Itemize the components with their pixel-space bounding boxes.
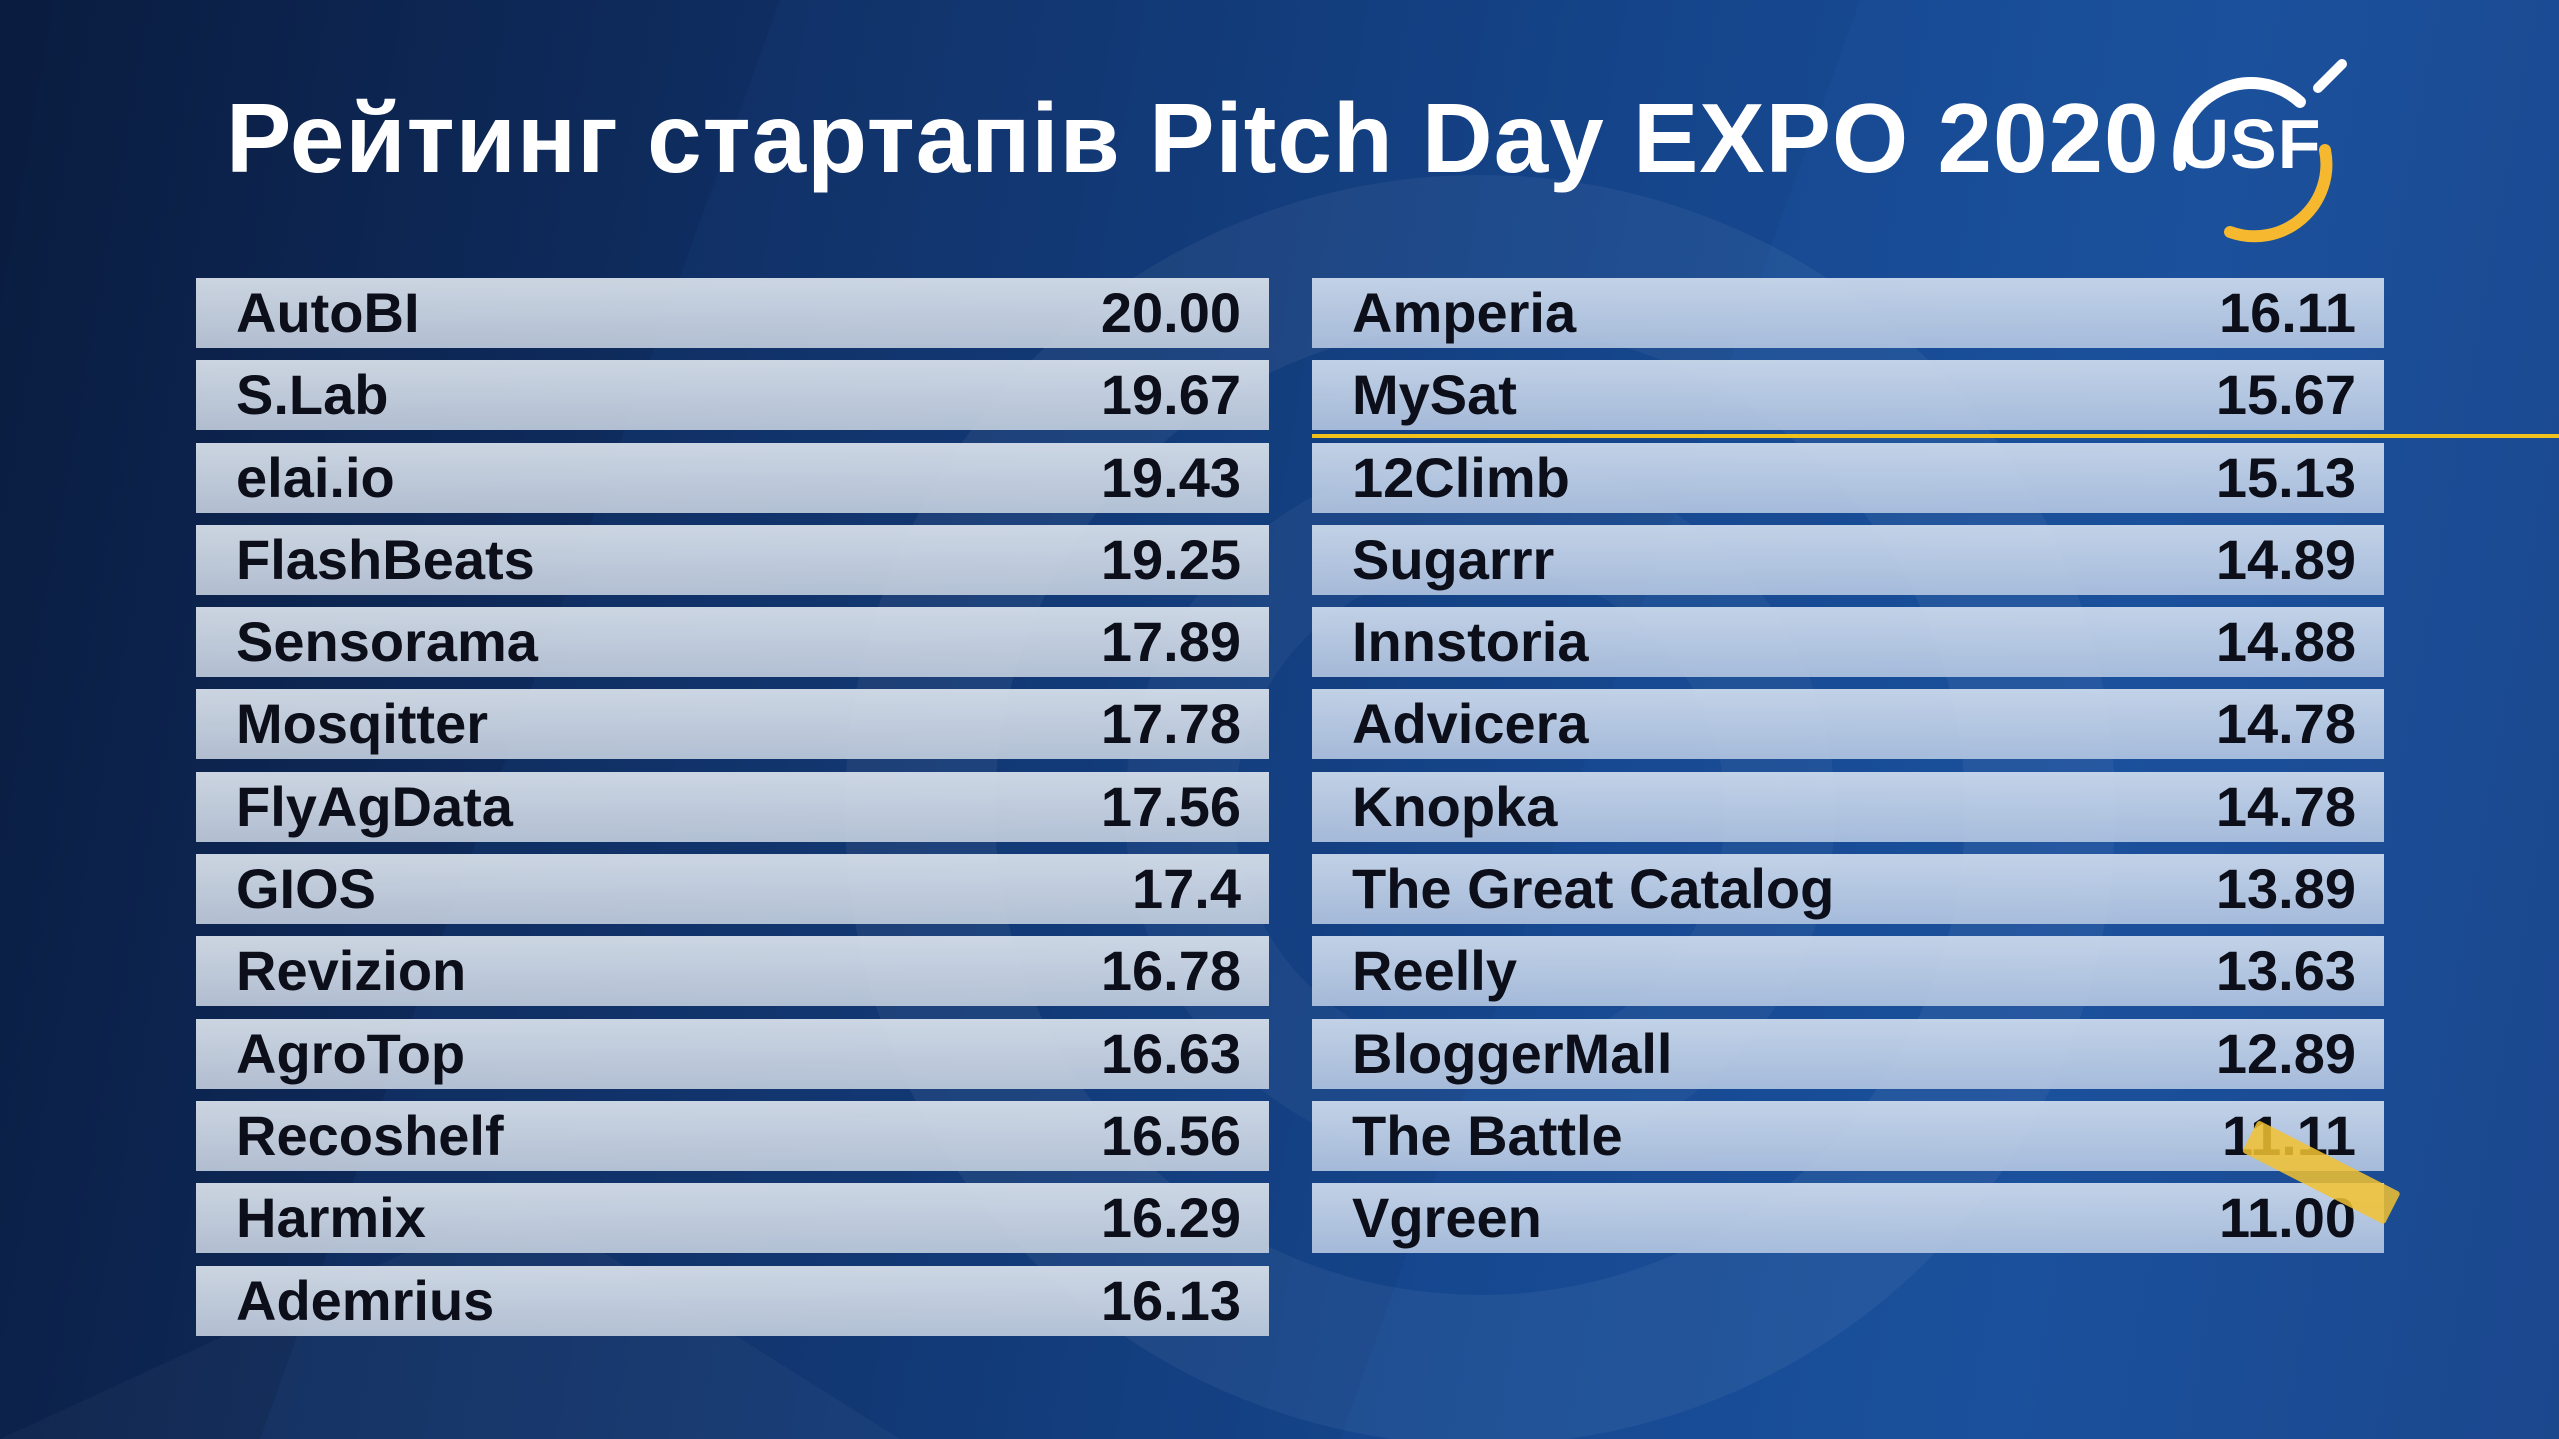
startup-score: 14.88 bbox=[2215, 610, 2356, 674]
startup-name: Advicera bbox=[1352, 692, 1589, 756]
ranking-row: FlashBeats 19.25 bbox=[196, 524, 1269, 595]
startup-name: elai.io bbox=[236, 445, 395, 509]
startup-score: 17.56 bbox=[1100, 774, 1241, 838]
startup-name: Knopka bbox=[1352, 774, 1558, 838]
startup-score: 17.89 bbox=[1100, 610, 1241, 674]
ranking-row: Advicera 14.78 bbox=[1312, 689, 2384, 760]
startup-name: AutoBI bbox=[236, 281, 420, 344]
startup-name: BloggerMall bbox=[1352, 1021, 1673, 1085]
page-title: Рейтинг стартапів Pitch Day EXPO 2020 bbox=[226, 83, 2160, 193]
ranking-row: Sensorama 17.89 bbox=[196, 607, 1269, 678]
startup-score: 19.67 bbox=[1100, 363, 1241, 427]
startup-score: 17.4 bbox=[1132, 857, 1241, 921]
startup-name: 12Climb bbox=[1352, 445, 1570, 509]
startup-name: GIOS bbox=[236, 857, 377, 921]
startup-score: 17.78 bbox=[1100, 692, 1241, 756]
startup-score: 20.00 bbox=[1100, 281, 1241, 344]
startup-score: 14.78 bbox=[2215, 692, 2356, 756]
startup-score: 19.25 bbox=[1100, 527, 1241, 591]
startup-name: The Battle bbox=[1352, 1103, 1623, 1167]
usf-logo: USF bbox=[2140, 40, 2360, 260]
startup-name: Mosqitter bbox=[236, 692, 488, 756]
ranking-row: The Great Catalog 13.89 bbox=[1312, 854, 2384, 925]
startup-score: 16.13 bbox=[1100, 1268, 1241, 1332]
startup-score: 16.63 bbox=[1100, 1021, 1241, 1085]
startup-score: 14.78 bbox=[2215, 774, 2356, 838]
logo-text: USF bbox=[2178, 105, 2322, 183]
startup-name: Revizion bbox=[236, 939, 467, 1003]
ranking-row: Reelly 13.63 bbox=[1312, 936, 2384, 1007]
ranking-row: Ademrius 16.13 bbox=[196, 1265, 1269, 1336]
ranking-row: Sugarrr 14.89 bbox=[1312, 524, 2384, 595]
startup-score: 14.89 bbox=[2215, 527, 2356, 591]
ranking-right-column: Amperia 16.11 MySat 15.67 12Climb 15.13 Sugarr… bbox=[1312, 278, 2384, 1266]
logo-ring-icon bbox=[2173, 59, 2347, 243]
ranking-row: Revizion 16.78 bbox=[196, 936, 1269, 1007]
ranking-row: elai.io 19.43 bbox=[196, 442, 1269, 513]
ranking-row: Recoshelf 16.56 bbox=[196, 1100, 1269, 1171]
startup-score: 16.78 bbox=[1100, 939, 1241, 1003]
startup-score: 16.29 bbox=[1100, 1186, 1241, 1250]
startup-score: 16.11 bbox=[2218, 281, 2356, 344]
startup-name: Vgreen bbox=[1352, 1186, 1542, 1250]
ranking-row: AgroTop 16.63 bbox=[196, 1018, 1269, 1089]
ranking-row: Vgreen 11.00 bbox=[1312, 1183, 2384, 1254]
startup-name: Sugarrr bbox=[1352, 527, 1555, 591]
ranking-row: AutoBI 20.00 bbox=[196, 278, 1269, 348]
ranking-row: S.Lab 19.67 bbox=[196, 360, 1269, 431]
startup-name: AgroTop bbox=[236, 1021, 466, 1085]
startup-name: Reelly bbox=[1352, 939, 1517, 1003]
startup-name: The Great Catalog bbox=[1352, 857, 1835, 921]
ranking-row: BloggerMall 12.89 bbox=[1312, 1018, 2384, 1089]
ranking-row: The Battle11.11 bbox=[1312, 1100, 2384, 1171]
ranking-row: Knopka 14.78 bbox=[1312, 771, 2384, 842]
startup-score: 12.89 bbox=[2215, 1021, 2356, 1085]
ranking-row: 12Climb 15.13 bbox=[1312, 442, 2384, 513]
startup-score: 15.13 bbox=[2215, 445, 2356, 509]
ranking-row: MySat 15.67 bbox=[1312, 360, 2384, 431]
startup-score: 19.43 bbox=[1100, 445, 1241, 509]
startup-name: MySat bbox=[1352, 363, 1517, 427]
startup-score: 16.56 bbox=[1100, 1103, 1241, 1167]
startup-name: Ademrius bbox=[236, 1268, 495, 1332]
startup-name: Sensorama bbox=[236, 610, 538, 674]
startup-name: Harmix bbox=[236, 1186, 426, 1250]
startup-name: Innstoria bbox=[1352, 610, 1589, 674]
startup-name: Amperia bbox=[1352, 281, 1577, 344]
startup-name: FlashBeats bbox=[236, 527, 535, 591]
ranking-row: Mosqitter 17.78 bbox=[196, 689, 1269, 760]
ranking-row: Amperia 16.11 bbox=[1312, 278, 2384, 348]
startup-name: Recoshelf bbox=[236, 1103, 504, 1167]
ranking-left-column: AutoBI 20.00 S.Lab 19.67 elai.io 19.43 FlashBe… bbox=[196, 278, 1269, 1348]
accent-line bbox=[1312, 434, 2559, 438]
startup-score: 15.67 bbox=[2215, 363, 2356, 427]
startup-score: 13.63 bbox=[2215, 939, 2356, 1003]
ranking-row: GIOS 17.4 bbox=[196, 854, 1269, 925]
startup-name: FlyAgData bbox=[236, 774, 513, 838]
ranking-row: FlyAgData 17.56 bbox=[196, 771, 1269, 842]
startup-name: S.Lab bbox=[236, 363, 389, 427]
ranking-row: Innstoria 14.88 bbox=[1312, 607, 2384, 678]
ranking-row: Harmix 16.29 bbox=[196, 1183, 1269, 1254]
startup-score: 13.89 bbox=[2215, 857, 2356, 921]
